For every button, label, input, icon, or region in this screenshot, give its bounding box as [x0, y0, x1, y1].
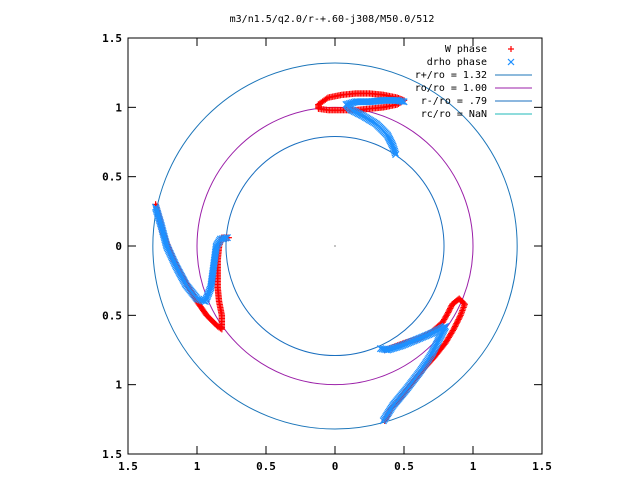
- marker-stroke: [378, 345, 386, 353]
- cross-marker: [400, 98, 408, 106]
- x-tick-label: 0.5: [394, 460, 414, 473]
- y-tick-label: 1.5: [102, 448, 122, 461]
- marker-stroke: [151, 203, 160, 211]
- cross-marker: [376, 344, 385, 353]
- reference-circle: [152, 62, 518, 430]
- plus-marker: [447, 305, 454, 312]
- origin-dot: [334, 245, 336, 247]
- plus-marker: [448, 302, 455, 309]
- y-tick-label: 1.5: [102, 32, 122, 45]
- marker-stroke: [392, 150, 400, 159]
- marker-stroke: [156, 217, 164, 225]
- cross-marker: [507, 58, 515, 66]
- marker-stroke: [152, 205, 160, 213]
- marker-stroke: [390, 147, 399, 155]
- plus-marker: [449, 301, 456, 308]
- y-tick-label: 0.5: [102, 171, 122, 184]
- marker-stroke: [162, 240, 170, 249]
- x-tick-label: 0.5: [256, 460, 276, 473]
- marker-stroke: [376, 344, 385, 353]
- y-tick-label: 1: [115, 379, 122, 392]
- plus-marker: [508, 46, 514, 52]
- plus-marker: [451, 324, 458, 332]
- marker-stroke: [153, 209, 162, 217]
- x-tick-label: 1.5: [532, 460, 552, 473]
- x-tick-label: 1: [194, 460, 201, 473]
- marker-stroke: [154, 211, 162, 219]
- marker-stroke: [380, 345, 388, 353]
- marker-stroke: [162, 239, 170, 247]
- marker-stroke: [156, 218, 164, 226]
- x-tick-label: 1.5: [118, 460, 138, 473]
- marker-stroke: [155, 215, 163, 223]
- plus-marker: [456, 314, 463, 322]
- plus-marker: [455, 316, 462, 323]
- legend-label: r+/ro = 1.32: [415, 70, 487, 81]
- cross-marker: [223, 234, 231, 242]
- plus-marker: [452, 321, 459, 329]
- legend-label: W phase: [445, 44, 487, 55]
- marker-stroke: [507, 58, 515, 66]
- cross-marker: [378, 345, 386, 353]
- plus-marker: [453, 320, 460, 327]
- marker-stroke: [157, 220, 165, 228]
- cross-marker: [398, 97, 406, 106]
- marker-stroke: [193, 295, 201, 303]
- marker-stroke: [223, 234, 231, 242]
- legend: W phase drho phase r+/ro = 1.32 ro/ro = 1.0…: [415, 44, 532, 120]
- plus-marker: [454, 317, 462, 325]
- marker-stroke: [196, 296, 204, 304]
- plus-marker: [445, 307, 453, 315]
- plus-marker: [446, 306, 453, 313]
- legend-label: r-/ro = .79: [421, 96, 487, 107]
- plus-marker: [456, 313, 464, 320]
- legend-label: rc/ro = NaN: [421, 109, 487, 120]
- plus-marker: [315, 101, 322, 108]
- marker-stroke: [400, 98, 408, 106]
- legend-label: ro/ro = 1.00: [415, 83, 487, 94]
- marker-stroke: [195, 295, 203, 303]
- chart-title: m3/n1.5/q2.0/r-+.60-j308/M50.0/512: [230, 14, 435, 25]
- reference-circle: [196, 106, 474, 386]
- plus-marker: [447, 303, 455, 311]
- y-tick-label: 0: [115, 240, 122, 253]
- reference-circles: [152, 62, 518, 430]
- plus-marker: [453, 319, 461, 326]
- x-tick-label: 1: [470, 460, 477, 473]
- y-tick-label: 0.5: [102, 309, 122, 322]
- plus-marker: [449, 327, 457, 334]
- marker-stroke: [222, 234, 230, 242]
- marker-stroke: [398, 97, 406, 106]
- plus-marker: [450, 326, 457, 333]
- cross-marker: [222, 234, 230, 242]
- legend-label: drho phase: [427, 57, 487, 68]
- marker-stroke: [154, 212, 162, 220]
- series-drho-phase: [151, 96, 450, 425]
- x-tick-label: 0: [332, 460, 339, 473]
- marker-stroke: [152, 206, 161, 214]
- marker-stroke: [389, 144, 398, 152]
- marker-stroke: [153, 208, 161, 216]
- axis-ticks: 1.5 1 0.5 0 0.5 1 1.51.510.500.511.5: [102, 32, 552, 473]
- plus-marker: [451, 323, 459, 330]
- plus-marker: [323, 95, 330, 102]
- marker-stroke: [391, 149, 399, 157]
- marker-stroke: [390, 145, 398, 154]
- data-series: [151, 90, 468, 425]
- marker-stroke: [396, 97, 405, 105]
- reference-circle: [225, 135, 445, 357]
- marker-stroke: [155, 214, 163, 222]
- y-tick-label: 1: [115, 101, 122, 114]
